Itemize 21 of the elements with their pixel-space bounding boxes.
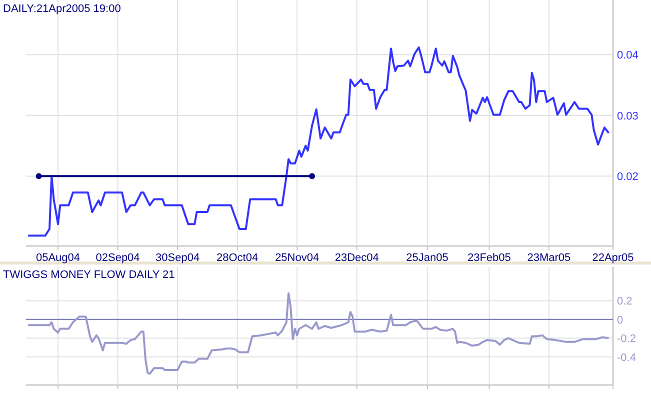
y-tick-label: 0.2 [617,296,632,308]
line-series [27,292,610,375]
x-tick-label: 23Feb05 [467,252,511,264]
y-tick-label: 0 [617,314,624,326]
chart-title: TWIGGS MONEY FLOW DAILY 21 [3,269,175,281]
y-tick-label: 0.03 [617,110,638,122]
x-tick-label: 25Nov04 [275,252,320,264]
x-tick-label: 23Dec04 [334,252,379,264]
y-tick-label: -0.2 [617,333,636,346]
x-tick-label: 02Sep04 [96,252,140,264]
x-tick-label: 22Apr05 [592,252,634,264]
y-tick-label: -0.4 [617,352,636,364]
x-tick-label: 28Oct04 [216,252,258,264]
y-tick-label: 0.02 [617,171,638,184]
x-tick-label: 25Jan05 [406,252,448,264]
y-tick-label: 0.04 [617,50,638,62]
line-series [27,46,610,237]
chart-title: DAILY:21Apr2005 19:00 [3,3,121,15]
x-tick-label: 23Mar05 [527,252,571,264]
x-tick-label: 30Sep04 [156,252,200,264]
x-tick-label: 05Aug04 [36,252,80,264]
